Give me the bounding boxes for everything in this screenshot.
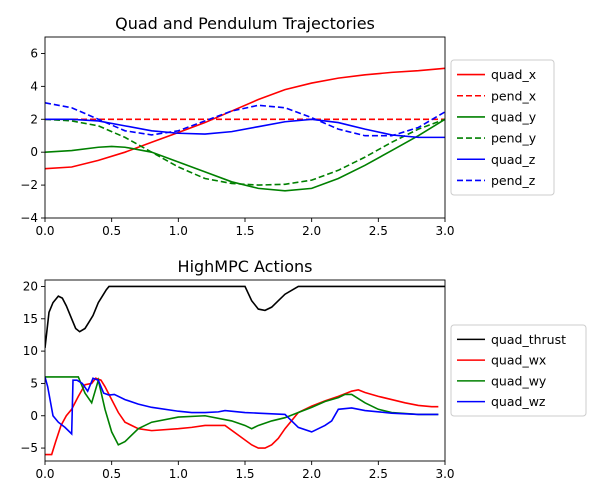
x-tick-label: 0.5 [102,467,121,481]
y-tick-label: 4 [30,79,38,93]
series-line-pend_y [45,118,445,186]
y-tick-label: 5 [30,376,38,390]
x-tick-label: 1.0 [169,224,188,238]
series-line-quad_wy [45,376,439,446]
x-tick-label: 0.0 [35,467,54,481]
legend-label: quad_z [491,152,536,167]
x-tick-label: 2.5 [369,224,388,238]
actions-legend: quad_thrust quad_wx quad_wy quad_wz [450,324,587,417]
x-tick-label: 3.0 [435,467,454,481]
y-tick-label: −4 [20,211,38,225]
trajectories-plot: Quad and Pendulum Trajectories 0.0 0.5 1.0… [20,14,555,238]
y-tick-label: −5 [20,441,38,455]
trajectories-legend: quad_x pend_x quad_y pend_y quad_z pend_z [450,59,555,196]
legend-item-quad_x: quad_x [457,67,536,82]
legend-item-quad_wy: quad_wy [457,373,547,388]
x-tick-label: 0.0 [35,224,54,238]
y-tick-label: 0 [30,409,38,423]
legend-item-quad_wz: quad_wz [457,394,546,409]
axes-frame [44,279,446,462]
x-tick-label: 0.5 [102,224,121,238]
trajectories-plot-area [44,36,446,219]
legend-item-quad_y: quad_y [457,109,537,124]
legend-item-quad_thrust: quad_thrust [457,332,566,347]
series-line-pend_z [45,102,445,137]
x-tick-label: 3.0 [435,224,454,238]
x-tick-label: 1.5 [235,224,254,238]
legend-box [450,59,555,196]
trajectories-title: Quad and Pendulum Trajectories [115,14,375,33]
legend-label: pend_y [491,131,537,146]
legend-label: quad_wx [491,353,546,368]
legend-item-pend_z: pend_z [457,173,536,188]
actions-plot: HighMPC Actions 0.0 0.5 1.0 1.5 2.0 2.5 3.0−50… [20,257,587,481]
y-tick-label: 10 [23,344,38,358]
series-line-quad_wz [45,376,439,436]
axes-frame [44,36,446,219]
x-tick-label: 1.0 [169,467,188,481]
legend-item-quad_wx: quad_wx [457,353,546,368]
x-tick-label: 1.5 [235,467,254,481]
series-line-quad_wx [45,377,439,456]
legend-item-quad_z: quad_z [457,152,536,167]
legend-label: pend_x [491,88,536,103]
legend-label: quad_wy [491,373,547,388]
actions-title: HighMPC Actions [178,257,313,276]
series-line-quad_z [45,118,445,139]
actions-ticks: 0.0 0.5 1.0 1.5 2.0 2.5 3.0 −5 0 5 10 15 20 [20,279,454,481]
series-line-quad_y [45,118,445,192]
legend-item-pend_y: pend_y [457,131,537,146]
legend-box [450,324,587,417]
y-tick-label: 2 [30,112,38,126]
x-tick-label: 2.0 [302,467,321,481]
trajectories-ticks: 0.0 0.5 1.0 1.5 2.0 2.5 3.0 −4 −2 0 2 4 6 [20,46,454,238]
legend-label: quad_thrust [491,332,566,347]
y-tick-label: 15 [23,312,38,326]
x-tick-label: 2.5 [369,467,388,481]
legend-label: quad_wz [491,394,546,409]
y-tick-label: −2 [20,178,38,192]
y-tick-label: 6 [30,46,38,60]
legend-label: quad_y [491,109,537,124]
x-tick-label: 2.0 [302,224,321,238]
y-tick-label: 0 [30,145,38,159]
legend-label: pend_z [491,173,536,188]
actions-plot-area [44,279,446,462]
legend-label: quad_x [491,67,536,82]
legend-item-pend_x: pend_x [457,88,536,103]
series-line-quad_x [45,67,445,170]
series-line-quad_thrust [45,285,445,348]
y-tick-label: 20 [23,279,38,293]
